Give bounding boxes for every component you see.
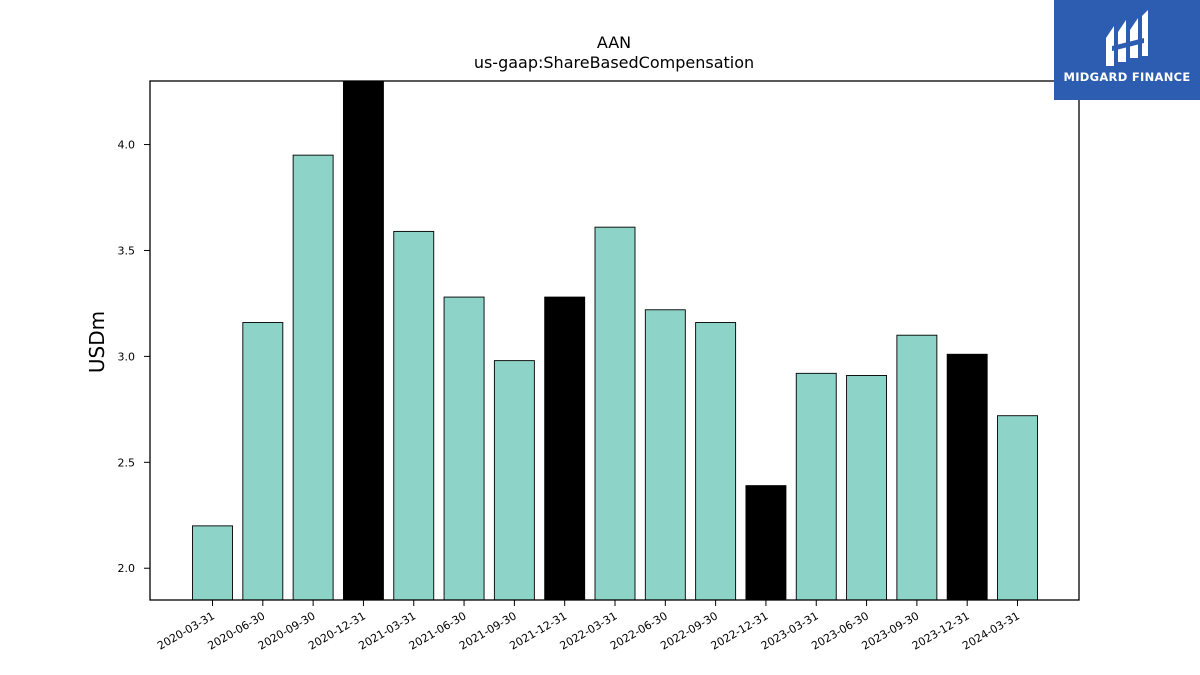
bar-2023-06-30: [846, 375, 888, 601]
bar-2023-03-31: [795, 372, 837, 601]
y-axis-label: USDm: [85, 311, 109, 373]
bar-2021-06-30: [443, 296, 485, 601]
bar-2020-06-30: [242, 322, 284, 601]
bars-group: [192, 80, 1038, 601]
y-axis-ticks: 2.0 2.5 3.0 3.5 4.0: [118, 139, 150, 575]
bar-2022-06-30: [644, 309, 686, 601]
y-tick-label: 2.0: [118, 562, 136, 575]
bar-2020-03-31: [192, 525, 233, 601]
chart-title: AAN: [597, 33, 631, 52]
bar-2022-03-31: [594, 226, 636, 601]
bar-2021-09-30: [493, 360, 535, 601]
bar-2020-12-31: [342, 80, 384, 601]
plot-frame: [149, 80, 1080, 601]
midgard-logo-icon: [1106, 10, 1148, 66]
bar-2022-12-31: [745, 485, 787, 601]
x-axis-ticks: 2020-03-312020-06-302020-09-302020-12-31…: [155, 600, 1022, 653]
bar-2020-09-30: [292, 154, 334, 601]
y-tick-label: 4.0: [118, 139, 136, 152]
chart-subtitle: us-gaap:ShareBasedCompensation: [474, 53, 754, 72]
company-logo: MIDGARD FINANCE: [1054, 0, 1200, 100]
y-tick-label: 3.5: [118, 244, 136, 257]
bar-2024-03-31: [997, 415, 1038, 601]
bar-2023-09-30: [896, 334, 938, 601]
bar-2021-12-31: [544, 296, 586, 601]
bar-2021-03-31: [393, 230, 435, 601]
bar-2022-09-30: [695, 322, 737, 601]
bar-2023-12-31: [946, 353, 988, 601]
y-tick-label: 3.0: [118, 350, 136, 363]
company-logo-text: MIDGARD FINANCE: [1063, 70, 1191, 84]
x-tick-label: 2024-03-31: [960, 609, 1022, 652]
y-tick-label: 2.5: [118, 456, 136, 469]
